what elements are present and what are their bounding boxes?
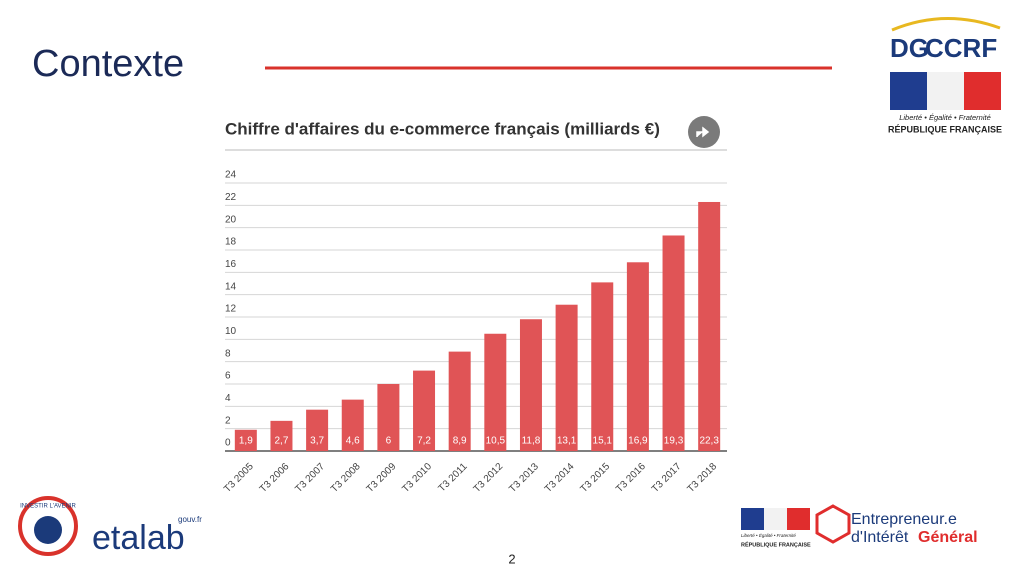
bar <box>698 201 721 451</box>
value-label: 16,9 <box>628 436 648 447</box>
x-tick-label: T3 2005 <box>222 461 256 495</box>
value-label: 13,1 <box>557 436 577 447</box>
value-label: 4,6 <box>346 436 360 447</box>
flag-blue <box>890 72 927 110</box>
bar <box>484 333 507 451</box>
value-label: 8,9 <box>453 436 467 447</box>
logo-etalab-domain: gouv.fr <box>178 515 202 524</box>
x-tick-label: T3 2010 <box>400 461 434 495</box>
y-tick-label: 14 <box>225 281 237 292</box>
y-tick-label: 6 <box>225 371 231 382</box>
y-tick-label: 16 <box>225 259 237 270</box>
eig-line1: Entrepreneur.e <box>851 511 957 528</box>
y-tick-label: 0 <box>225 438 231 449</box>
flag-red <box>964 72 1001 110</box>
x-tick-label: T3 2016 <box>614 461 648 495</box>
y-tick-label: 2 <box>225 415 231 426</box>
y-tick-label: 24 <box>225 170 237 181</box>
flag-white-small <box>764 508 787 530</box>
bar <box>377 384 400 451</box>
x-tick-label: T3 2011 <box>436 461 470 495</box>
logo-investir-face <box>34 516 62 544</box>
bar <box>306 409 329 451</box>
value-label: 10,5 <box>486 436 506 447</box>
x-tick-label: T3 2009 <box>365 461 399 495</box>
x-tick-label: T3 2018 <box>685 461 719 495</box>
x-tick-label: T3 2015 <box>579 461 613 495</box>
x-tick-label: T3 2017 <box>650 461 684 495</box>
logo-arc <box>891 16 1001 32</box>
slide-title: Contexte <box>32 43 184 85</box>
x-tick-label: T3 2012 <box>472 461 506 495</box>
logo-motto: Liberté • Égalité • Fraternité <box>899 113 991 122</box>
bar <box>591 282 614 451</box>
value-label: 7,2 <box>417 436 431 447</box>
value-label: 3,7 <box>310 436 324 447</box>
bar <box>519 319 542 451</box>
value-label: 22,3 <box>699 436 719 447</box>
y-tick-label: 18 <box>225 237 237 248</box>
x-tick-label: T3 2007 <box>293 461 327 495</box>
x-tick-label: T3 2013 <box>507 461 541 495</box>
eig-hex <box>815 504 851 544</box>
logo-dg: DG <box>890 33 929 63</box>
flag-red-small <box>787 508 810 530</box>
logo-motto-small: Liberté • Égalité • Fraternité <box>741 532 796 538</box>
value-label: 6 <box>386 436 392 447</box>
flag-blue-small <box>741 508 764 530</box>
eig-line2b: Général <box>918 529 978 546</box>
eig-line2a: d'Intérêt <box>851 529 909 546</box>
y-tick-label: 10 <box>225 326 237 337</box>
y-tick-label: 4 <box>225 393 231 404</box>
page-number: 2 <box>508 551 515 566</box>
bar <box>626 262 649 451</box>
y-tick-label: 20 <box>225 214 237 225</box>
y-tick-label: 8 <box>225 348 231 359</box>
flag-white <box>927 72 964 110</box>
y-tick-label: 22 <box>225 192 237 203</box>
logo-republic-small: RÉPUBLIQUE FRANÇAISE <box>741 540 811 548</box>
bar <box>448 351 471 451</box>
bar <box>270 420 293 451</box>
value-label: 19,3 <box>664 436 684 447</box>
value-label: 15,1 <box>593 436 613 447</box>
bar <box>234 429 257 451</box>
logo-investir-text: INVESTIR L'AVENIR <box>20 504 76 510</box>
bar <box>341 399 364 451</box>
x-tick-label: T3 2008 <box>329 461 363 495</box>
y-tick-label: 12 <box>225 304 237 315</box>
value-label: 11,8 <box>522 436 541 447</box>
value-label: 2,7 <box>275 436 289 447</box>
value-label: 1,9 <box>239 436 253 447</box>
bar <box>662 235 685 451</box>
logo-ccrf: CCRF <box>925 33 997 63</box>
bar <box>555 304 578 451</box>
x-tick-label: T3 2006 <box>258 461 292 495</box>
chart-title: Chiffre d'affaires du e-commerce françai… <box>225 119 660 138</box>
x-tick-label: T3 2014 <box>543 461 577 495</box>
share-icon <box>696 126 710 138</box>
bar <box>413 370 436 451</box>
logo-etalab: etalab <box>92 519 185 557</box>
logo-republic: RÉPUBLIQUE FRANÇAISE <box>888 124 1002 134</box>
